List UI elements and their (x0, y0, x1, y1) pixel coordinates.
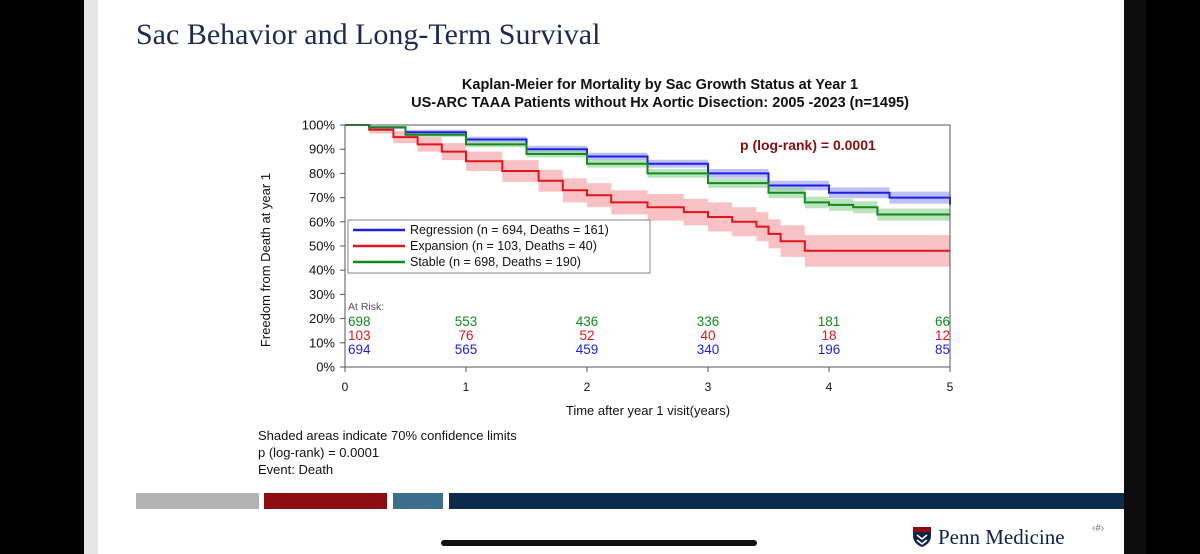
slide-background (84, 0, 1124, 554)
y-tick-label: 70% (309, 190, 335, 205)
at-risk-stable-value: 553 (455, 314, 478, 329)
footnote-3: Event: Death (258, 462, 333, 477)
x-tick-label: 5 (947, 380, 954, 394)
at-risk-regression-value: 196 (818, 342, 841, 357)
penn-medicine-logo: Penn Medicine (912, 524, 1065, 550)
survival-line-expansion (345, 124, 950, 252)
km-chart: Kaplan-Meier for Mortality by Sac Growth… (258, 77, 954, 477)
at-risk-regression-value: 565 (455, 342, 478, 357)
x-tick-label: 4 (826, 380, 833, 394)
at-risk-regression-value: 340 (697, 342, 720, 357)
y-tick-label: 20% (309, 311, 335, 326)
footer-bar-steel (393, 493, 443, 509)
window-edge (1124, 0, 1146, 554)
at-risk-regression-value: 85 (935, 342, 950, 357)
plot-frame (344, 124, 951, 368)
slide-left-strip (84, 0, 98, 554)
legend-label-stable: Stable (n = 698, Deaths = 190) (410, 255, 581, 269)
at-risk-stable-value: 181 (818, 314, 841, 329)
y-tick-label: 90% (309, 142, 335, 157)
x-axis-label: Time after year 1 visit(years) (566, 403, 730, 418)
footnote-2: p (log-rank) = 0.0001 (258, 445, 379, 460)
y-tick-label: 30% (309, 287, 335, 302)
footnote-1: Shaded areas indicate 70% confidence lim… (258, 428, 517, 443)
x-tick-label: 1 (463, 380, 470, 394)
log-rank-annotation: p (log-rank) = 0.0001 (740, 137, 876, 153)
at-risk-regression-value: 694 (348, 342, 371, 357)
at-risk-expansion-value: 12 (935, 328, 950, 343)
at-risk-stable-value: 66 (935, 314, 950, 329)
x-tick-label: 2 (584, 380, 591, 394)
survival-line-stable (345, 124, 950, 216)
at-risk-expansion-value: 76 (458, 328, 473, 343)
legend-label-expansion: Expansion (n = 103, Deaths = 40) (410, 239, 597, 253)
y-axis-label: Freedom from Death at year 1 (258, 173, 273, 347)
at-risk-expansion-value: 103 (348, 328, 371, 343)
at-risk-table: 698 553 436 336 181 66 103 76 52 40 18 12 694 565 459 3… (348, 314, 950, 357)
chart-title: Kaplan-Meier for Mortality by Sac Growth… (462, 77, 858, 93)
footer-color-bars (136, 493, 1124, 509)
footer-bar-gray (136, 493, 259, 509)
y-tick-label: 40% (309, 263, 335, 278)
home-indicator[interactable] (441, 540, 757, 546)
logo-text: Penn Medicine (938, 524, 1065, 549)
at-risk-regression-value: 459 (576, 342, 599, 357)
x-tick-label: 3 (705, 380, 712, 394)
at-risk-label: At Risk: (348, 301, 384, 313)
page-number: ‹#› (1092, 523, 1105, 534)
at-risk-stable-value: 436 (576, 314, 599, 329)
x-tick-label: 0 (342, 380, 349, 394)
y-tick-label: 0% (316, 360, 335, 375)
footer-bar-red (264, 493, 387, 509)
y-tick-label: 80% (309, 166, 335, 181)
legend-label-regression: Regression (n = 694, Deaths = 161) (410, 223, 609, 237)
chart-subtitle: US-ARC TAAA Patients without Hx Aortic D… (411, 95, 909, 111)
at-risk-stable-value: 698 (348, 314, 371, 329)
legend: Regression (n = 694, Deaths = 161) Expan… (347, 219, 651, 274)
at-risk-expansion-value: 18 (821, 328, 836, 343)
penn-shield-icon (913, 527, 931, 547)
y-tick-label: 10% (309, 335, 335, 350)
slide-title: Sac Behavior and Long-Term Survival (136, 18, 601, 51)
y-tick-label: 100% (302, 118, 336, 133)
y-tick-label: 60% (309, 214, 335, 229)
at-risk-expansion-value: 40 (700, 328, 715, 343)
footer-bar-navy (449, 493, 1124, 509)
at-risk-expansion-value: 52 (579, 328, 594, 343)
y-tick-label: 50% (309, 239, 335, 254)
at-risk-stable-value: 336 (697, 314, 720, 329)
